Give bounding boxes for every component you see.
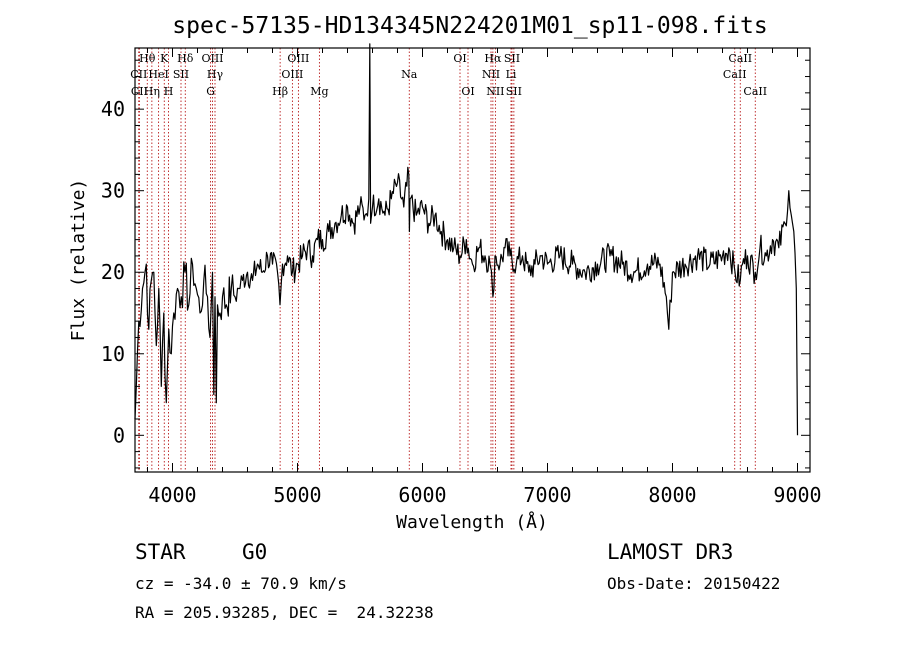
spectrum-series-line [134,43,799,436]
spectral-line-label: NII [482,68,500,81]
object-subclass: G0 [242,540,268,564]
spectral-line-label: G [206,85,215,98]
x-tick-label: 9000 [773,483,821,507]
y-tick-label: 30 [101,179,125,203]
x-tick-label: 8000 [648,483,696,507]
spectral-line-label: HeI [148,68,168,81]
spectral-line-label: OIII [201,52,223,65]
spectral-line-label: CaII [743,85,767,98]
spectral-line-label: Hγ [207,68,224,81]
y-tick-label: 0 [113,423,125,447]
spectral-line-label: K [160,52,169,65]
y-tick-label: 10 [101,342,125,366]
x-tick-label: 5000 [273,483,321,507]
spectral-line-label: OI [453,52,466,65]
spectral-line-label: H [164,85,174,98]
spectral-line-label: OIII [287,52,309,65]
spectral-line-label: OI [461,85,474,98]
axis-ticks: 4000 5000 6000 7000 8000 9000 0 10 20 30 40 [101,48,822,507]
spectral-line-label: Hβ [272,85,288,98]
spectral-line-label: NII [486,85,504,98]
spectral-line-label: Hα [484,52,502,65]
spectral-line-label: Na [401,68,418,81]
y-tick-label: 20 [101,260,125,284]
y-tick-label: 40 [101,97,125,121]
spectral-line-label: Li [506,68,517,81]
x-tick-label: 6000 [398,483,446,507]
x-tick-label: 4000 [148,483,196,507]
redshift-velocity: cz = -34.0 ± 70.9 km/s [135,574,347,593]
x-tick-label: 7000 [523,483,571,507]
spectral-line-label: SII [506,85,522,98]
object-class: STAR [135,540,186,564]
spectral-line-label: Hθ [139,52,156,65]
spectral-line-label: OIII [281,68,303,81]
spectral-line-label: CaII [728,52,752,65]
x-axis-label: Wavelength (Å) [396,511,548,533]
spectral-line-label: Hη [144,85,160,98]
survey-name: LAMOST DR3 [607,540,734,564]
chart-title: spec-57135-HD134345N224201M01_sp11-098.f… [172,13,767,39]
spectral-line-label: SII [504,52,520,65]
observation-date: Obs-Date: 20150422 [607,574,781,593]
spectral-line-label: CII [130,68,147,81]
spectral-line-label: SII [173,68,189,81]
spectral-line-label: Hδ [177,52,194,65]
spectral-line-markers [138,48,756,472]
y-axis-label: Flux (relative) [68,179,89,342]
sky-coordinates: RA = 205.93285, DEC = 24.32238 [135,603,434,622]
spectral-line-label: Mg [310,85,328,98]
plot-frame [134,47,811,473]
spectral-line-label: CaII [723,68,747,81]
